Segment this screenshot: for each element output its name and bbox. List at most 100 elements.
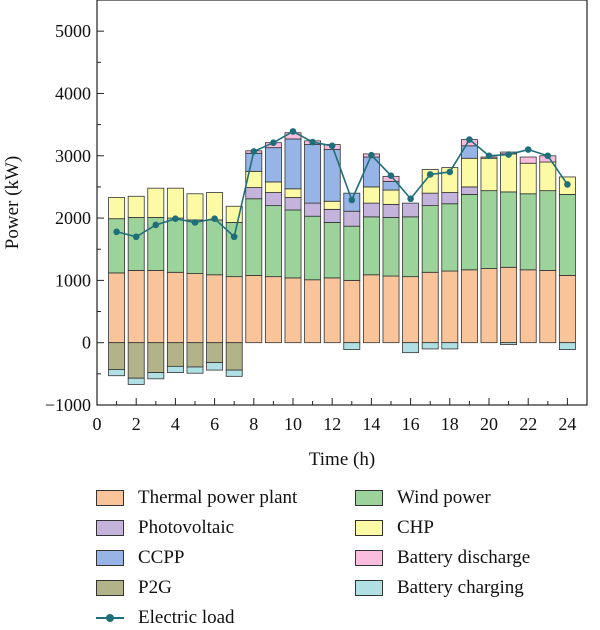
bar-ccpp-h8: [245, 152, 263, 172]
bar-chp-h19: [460, 157, 478, 188]
x-tick-label: 4: [171, 414, 180, 434]
bar-p2g-h2: [127, 342, 145, 379]
legend-swatch: [96, 580, 124, 596]
x-tick-label: 16: [402, 414, 420, 434]
bar-thermal-power-plant-h23: [539, 270, 557, 344]
bar-thermal-power-plant-h21: [500, 266, 518, 344]
legend-swatch: [355, 520, 383, 536]
bar-battery-charging-h2: [127, 377, 145, 385]
bar-thermal-power-plant-h6: [206, 274, 224, 344]
x-axis-label: Time (h): [309, 449, 375, 470]
bar-thermal-power-plant-h18: [441, 270, 459, 344]
bar-battery-charging-h21: [500, 342, 518, 345]
bar-battery-charging-h7: [225, 369, 243, 377]
bar-chp-h4: [166, 187, 184, 219]
bar-photovoltaic-h16: [402, 202, 420, 218]
legend-label: Battery discharge: [397, 547, 531, 568]
bar-thermal-power-plant-h9: [264, 276, 282, 344]
electric-load-point-h4: [172, 215, 179, 222]
legend-item-battery-discharge: Battery discharge: [355, 546, 530, 570]
bar-battery-charging-h16: [402, 342, 420, 354]
electric-load-point-h22: [524, 146, 532, 153]
bar-thermal-power-plant-h4: [166, 271, 184, 344]
bar-battery-charging-h4: [166, 365, 184, 374]
bar-wind-power-h21: [500, 191, 518, 268]
y-tick-label: 2000: [55, 208, 91, 228]
bar-layer: [108, 132, 576, 385]
bar-thermal-power-plant-h13: [343, 279, 361, 344]
bar-wind-power-h16: [402, 216, 420, 278]
legend-label: Wind power: [397, 487, 491, 508]
x-tick-label: 22: [519, 414, 537, 434]
bar-chp-h3: [147, 187, 165, 218]
bar-battery-charging-h13: [343, 342, 361, 350]
bar-thermal-power-plant-h14: [362, 274, 380, 344]
electric-load-line: [113, 128, 571, 241]
bar-wind-power-h10: [284, 209, 302, 279]
bar-thermal-power-plant-h15: [382, 275, 400, 344]
bar-battery-charging-h24: [558, 342, 576, 350]
bar-chp-h21: [500, 153, 518, 193]
legend-swatch: [355, 550, 383, 566]
electric-load-point-h9: [270, 139, 277, 146]
legend: Thermal power plant Wind power Photovoltai…: [0, 478, 600, 628]
bar-wind-power-h17: [421, 205, 439, 273]
bar-thermal-power-plant-h17: [421, 271, 439, 344]
bar-photovoltaic-h17: [421, 192, 439, 207]
legend-item-battery-charging: Battery charging: [355, 576, 524, 600]
x-tick-label: 10: [284, 414, 302, 434]
bar-wind-power-h9: [264, 205, 282, 278]
legend-item-thermal-power-plant: Thermal power plant: [96, 486, 297, 510]
bar-photovoltaic-h19: [460, 186, 478, 195]
bar-wind-power-h24: [558, 193, 576, 276]
bar-p2g-h6: [206, 342, 224, 364]
y-axis-label: Power (kW): [2, 156, 23, 249]
legend-label: Battery charging: [397, 577, 524, 598]
legend-swatch: [355, 490, 383, 506]
y-tick-label: −1000: [45, 395, 91, 415]
x-tick-label: 12: [323, 414, 341, 434]
y-tick-label: 1000: [55, 270, 91, 290]
bar-thermal-power-plant-h19: [460, 269, 478, 344]
bar-thermal-power-plant-h10: [284, 277, 302, 344]
bar-chp-h15: [382, 189, 400, 205]
bar-chp-h14: [362, 186, 380, 204]
bar-ccpp-h11: [304, 144, 322, 204]
bar-photovoltaic-h10: [284, 197, 302, 211]
y-tick-label: 4000: [55, 83, 91, 103]
legend-label: Electric load: [138, 607, 235, 628]
bar-chp-h12: [323, 200, 341, 210]
electric-load-point-h10: [289, 128, 297, 135]
legend-item-photovoltaic: Photovoltaic: [96, 516, 234, 540]
electric-load-point-h17: [426, 171, 434, 178]
electric-load-point-h16: [407, 195, 414, 203]
y-axis-ticks: −1000 0 1000 2000 3000 4000 5000: [45, 0, 104, 415]
legend-label: CHP: [397, 517, 434, 538]
bar-chp-h9: [264, 181, 282, 193]
legend-swatch: [96, 490, 124, 506]
bar-thermal-power-plant-h2: [127, 270, 145, 344]
bar-photovoltaic-h14: [362, 202, 380, 218]
legend-label: CCPP: [138, 547, 185, 568]
bar-wind-power-h23: [539, 190, 557, 271]
bar-thermal-power-plant-h5: [186, 273, 204, 344]
electric-load-point-h8: [250, 148, 258, 155]
legend-item-chp: CHP: [355, 516, 434, 540]
bar-battery-charging-h1: [108, 369, 126, 377]
bar-photovoltaic-h8: [245, 187, 263, 200]
bar-wind-power-h5: [186, 219, 204, 274]
bar-thermal-power-plant-h1: [108, 272, 126, 344]
bar-p2g-h3: [147, 342, 165, 374]
electric-load-point-h12: [328, 142, 336, 150]
electric-load-point-h3: [152, 221, 160, 229]
electric-load-polyline: [116, 130, 569, 239]
electric-load-point-h23: [544, 152, 552, 160]
bar-battery-charging-h17: [421, 342, 439, 350]
bar-chp-h23: [539, 161, 557, 192]
electric-load-point-h11: [309, 138, 316, 146]
bar-photovoltaic-h11: [304, 202, 322, 217]
bar-p2g-h7: [225, 342, 243, 371]
bar-chp-h1: [108, 197, 126, 220]
bar-thermal-power-plant-h8: [245, 274, 263, 344]
bar-thermal-power-plant-h24: [558, 274, 576, 344]
